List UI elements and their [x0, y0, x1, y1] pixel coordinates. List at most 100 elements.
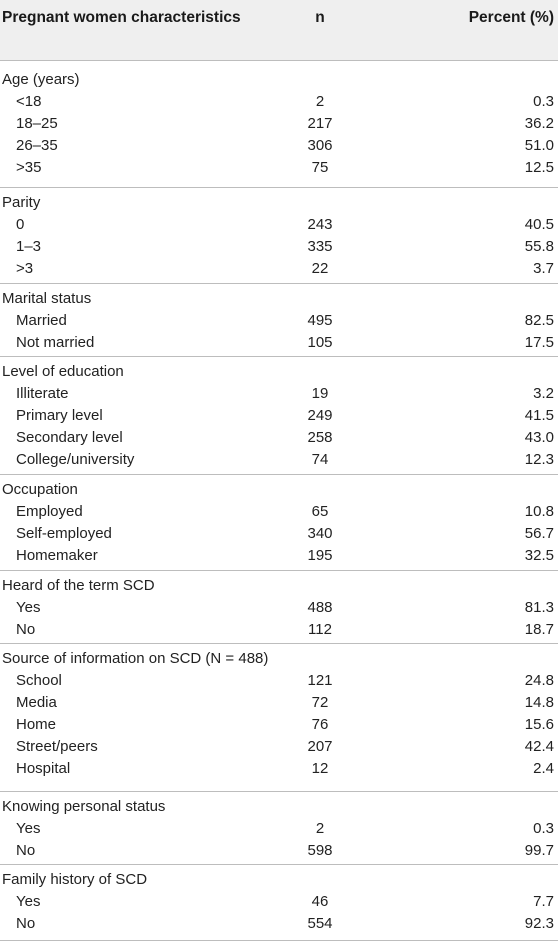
row-label: Yes [16, 599, 41, 616]
table-row: >35 75 12.5 [0, 157, 558, 179]
row-count: 258 [307, 429, 333, 446]
table-row: <18 2 0.3 [0, 91, 558, 113]
table-row: Yes 46 7.7 [0, 891, 558, 913]
table-group: Level of education Illiterate 19 3.2 Primary… [0, 356, 558, 471]
row-percent: 99.7 [524, 842, 554, 859]
row-percent: 40.5 [524, 216, 554, 233]
row-count: 249 [307, 407, 333, 424]
row-count: 195 [307, 547, 333, 564]
row-percent: 42.4 [524, 738, 554, 755]
table-row: No 598 99.7 [0, 840, 558, 862]
row-percent: 18.7 [524, 621, 554, 638]
group-title: Parity [2, 194, 41, 211]
row-count: 72 [311, 694, 329, 711]
row-label: No [16, 621, 36, 638]
table-row: 26–35 306 51.0 [0, 135, 558, 157]
row-count: 306 [307, 137, 333, 154]
row-label: Employed [16, 503, 83, 520]
row-count: 2 [315, 93, 325, 110]
table-row: School 121 24.8 [0, 670, 558, 692]
table-group: Age (years) <18 2 0.3 18–25 217 36.2 26–35 306 51… [0, 69, 558, 179]
row-label: >3 [16, 260, 34, 277]
row-label: Self-employed [16, 525, 112, 542]
group-title: Family history of SCD [2, 871, 148, 888]
row-percent: 55.8 [524, 238, 554, 255]
row-label: Not married [16, 334, 95, 351]
row-count: 340 [307, 525, 333, 542]
row-percent: 32.5 [524, 547, 554, 564]
table-group: Heard of the term SCD Yes 488 81.3 No 112 18.7 [0, 570, 558, 641]
table-group: Source of information on SCD (N = 488) Sc… [0, 643, 558, 780]
row-label: Street/peers [16, 738, 98, 755]
row-count: 335 [307, 238, 333, 255]
table-row: 18–25 217 36.2 [0, 113, 558, 135]
row-percent: 92.3 [524, 915, 554, 932]
row-percent: 56.7 [524, 525, 554, 542]
table-row: 0 243 40.5 [0, 214, 558, 236]
row-count: 74 [311, 451, 329, 468]
row-label: 1–3 [16, 238, 42, 255]
group-title: Age (years) [2, 71, 80, 88]
row-percent: 7.7 [533, 893, 554, 910]
row-count: 46 [311, 893, 329, 910]
header-characteristics: Pregnant women characteristics [2, 9, 241, 26]
group-title: Source of information on SCD (N = 488) [2, 650, 269, 667]
row-count: 22 [311, 260, 329, 277]
row-percent: 0.3 [533, 93, 554, 110]
row-percent: 82.5 [524, 312, 554, 329]
table-row: Not married 105 17.5 [0, 332, 558, 354]
row-label: 26–35 [16, 137, 58, 154]
row-label: Illiterate [16, 385, 69, 402]
row-percent: 3.2 [533, 385, 554, 402]
table-row: Yes 2 0.3 [0, 818, 558, 840]
table-row: Street/peers 207 42.4 [0, 736, 558, 758]
row-label: Primary level [16, 407, 103, 424]
table-row: No 554 92.3 [0, 913, 558, 935]
table-row: Married 495 82.5 [0, 310, 558, 332]
row-count: 105 [307, 334, 333, 351]
table-row: Primary level 249 41.5 [0, 405, 558, 427]
table-row: >3 22 3.7 [0, 258, 558, 280]
row-label: No [16, 915, 36, 932]
row-percent: 51.0 [524, 137, 554, 154]
table-row: 1–3 335 55.8 [0, 236, 558, 258]
table-group: Occupation Employed 65 10.8 Self-employed 340… [0, 474, 558, 567]
row-count: 495 [307, 312, 333, 329]
row-count: 243 [307, 216, 333, 233]
row-count: 75 [311, 159, 329, 176]
row-percent: 14.8 [524, 694, 554, 711]
row-count: 121 [307, 672, 333, 689]
row-count: 76 [311, 716, 329, 733]
table-row: College/university 74 12.3 [0, 449, 558, 471]
group-title: Occupation [2, 481, 78, 498]
row-label: Married [16, 312, 67, 329]
row-label: College/university [16, 451, 135, 468]
row-percent: 12.5 [524, 159, 554, 176]
table-group: Family history of SCD Yes 46 7.7 No 554 92.3 [0, 864, 558, 935]
row-label: Home [16, 716, 57, 733]
row-count: 554 [307, 915, 333, 932]
row-label: 18–25 [16, 115, 58, 132]
header-n: n [315, 9, 325, 26]
group-title: Marital status [2, 290, 92, 307]
row-label: Yes [16, 893, 41, 910]
row-percent: 43.0 [524, 429, 554, 446]
table-group: Parity 0 243 40.5 1–3 335 55.8 >3 22 3.7 [0, 187, 558, 280]
row-count: 217 [307, 115, 333, 132]
table-row: Secondary level 258 43.0 [0, 427, 558, 449]
row-count: 207 [307, 738, 333, 755]
row-percent: 2.4 [533, 760, 554, 777]
table-row: Hospital 12 2.4 [0, 758, 558, 780]
row-percent: 81.3 [524, 599, 554, 616]
row-count: 12 [311, 760, 329, 777]
table-header: Pregnant women characteristics n Percent… [0, 0, 558, 61]
row-percent: 12.3 [524, 451, 554, 468]
table-row: No 112 18.7 [0, 619, 558, 641]
row-percent: 17.5 [524, 334, 554, 351]
table-row: Homemaker 195 32.5 [0, 545, 558, 567]
table-row: Home 76 15.6 [0, 714, 558, 736]
table-row: Media 72 14.8 [0, 692, 558, 714]
row-percent: 0.3 [533, 820, 554, 837]
row-count: 488 [307, 599, 333, 616]
